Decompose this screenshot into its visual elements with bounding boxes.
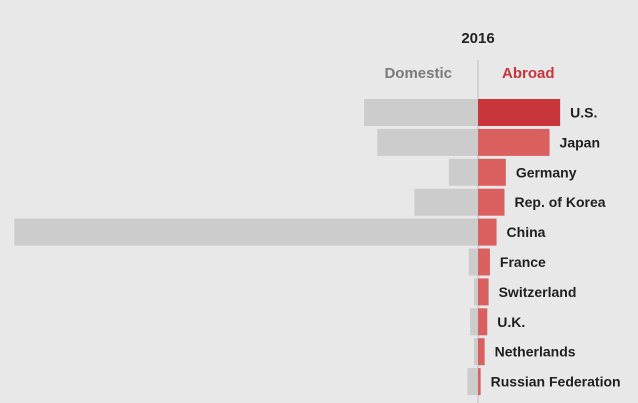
abroad-bar-france: [478, 248, 490, 276]
category-label-switzerland: Switzerland: [499, 284, 577, 300]
domestic-bar-switzerland: [474, 278, 478, 306]
chart-title: 2016: [461, 30, 494, 47]
category-label-japan: Japan: [560, 134, 600, 150]
abroad-bar-rep-of-korea: [478, 188, 505, 216]
legend-domestic: Domestic: [384, 65, 452, 82]
category-label-rep-of-korea: Rep. of Korea: [515, 194, 606, 210]
domestic-bar-japan: [377, 128, 478, 156]
bars-group: U.S. Japan Germany Rep. of Korea China France…: [14, 99, 621, 396]
domestic-bar-russian-federation: [467, 368, 478, 396]
domestic-bar-france: [468, 248, 478, 276]
category-label-netherlands: Netherlands: [495, 344, 576, 360]
domestic-bar-u-k: [470, 308, 478, 336]
category-label-china: China: [507, 224, 546, 240]
category-label-germany: Germany: [516, 164, 577, 180]
domestic-bar-china: [14, 218, 478, 246]
abroad-bar-germany: [478, 158, 506, 186]
abroad-bar-netherlands: [478, 338, 485, 366]
category-label-russian-federation: Russian Federation: [491, 374, 621, 390]
legend-abroad: Abroad: [502, 65, 555, 82]
abroad-bar-russian-federation: [478, 368, 481, 396]
abroad-bar-china: [478, 218, 497, 246]
category-label-france: France: [500, 254, 546, 270]
domestic-bar-rep-of-korea: [414, 188, 478, 216]
abroad-bar-u-k: [478, 308, 488, 336]
abroad-bar-u-s: [478, 99, 561, 126]
category-label-u-s: U.S.: [570, 105, 597, 121]
domestic-bar-netherlands: [474, 338, 478, 366]
abroad-bar-japan: [478, 128, 550, 156]
domestic-bar-u-s: [364, 99, 478, 126]
category-label-u-k: U.K.: [497, 314, 525, 330]
domestic-bar-germany: [448, 158, 478, 186]
abroad-bar-switzerland: [478, 278, 489, 306]
